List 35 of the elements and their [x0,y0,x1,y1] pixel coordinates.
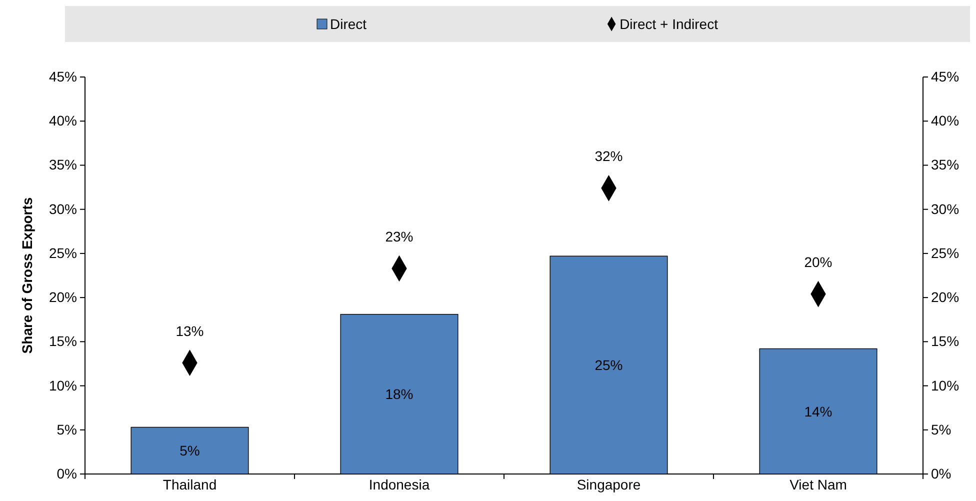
data-label: 14% [804,403,832,420]
data-label: 18% [385,386,414,402]
y-tick-label: 5% [56,421,77,438]
y-tick-label: 15% [48,333,77,350]
y-tick-label: 10% [48,377,77,394]
y-tick-label: 20% [48,289,77,306]
data-label: 13% [176,322,204,339]
y2-tick-label: 15% [931,333,960,350]
y-tick-label: 35% [48,156,77,173]
y-tick-label: 0% [56,465,77,482]
data-label: 5% [180,442,200,459]
data-label: 23% [385,228,414,244]
y2-tick-label: 10% [931,377,960,394]
y2-tick-label: 20% [931,289,960,306]
y2-tick-label: 5% [931,421,952,438]
y2-tick-label: 25% [931,244,960,261]
y-tick-label: 45% [48,68,77,84]
x-tick-label: Indonesia [368,476,430,493]
y2-tick-label: 40% [931,112,960,129]
legend-label: Direct + Indirect [620,16,718,32]
x-tick-label: Singapore [576,476,641,493]
data-label: 25% [594,357,623,374]
y-tick-label: 40% [48,112,77,129]
y-axis-title: Share of Gross Exports [19,197,35,354]
y2-tick-label: 30% [931,200,960,217]
y2-tick-label: 35% [931,156,960,173]
data-label: 20% [804,254,832,270]
legend-label: Direct [330,16,367,32]
y2-tick-label: 0% [931,465,952,482]
data-label: 32% [594,148,623,164]
y-tick-label: 25% [48,244,77,261]
x-tick-label: Viet Nam [790,476,847,493]
x-tick-label: Thailand [162,476,217,493]
y-tick-label: 30% [48,200,77,217]
y2-tick-label: 45% [931,68,960,84]
